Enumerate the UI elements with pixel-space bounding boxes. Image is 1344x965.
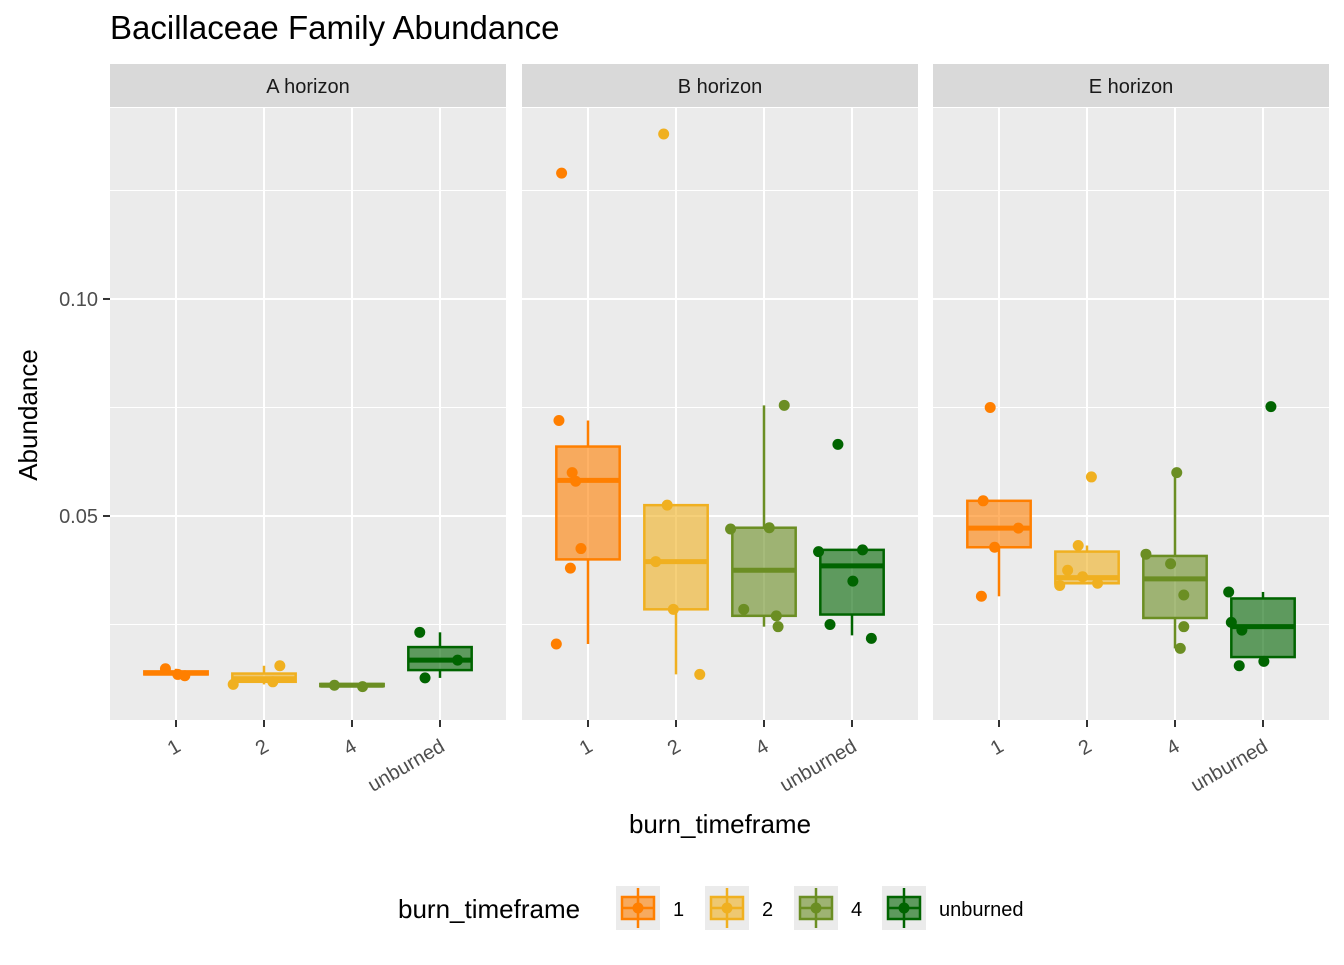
legend: burn_timeframe 1 2 4 unburned bbox=[398, 886, 1024, 930]
box bbox=[555, 445, 621, 561]
data-point bbox=[159, 663, 171, 675]
y-tick-label: 0.05 bbox=[59, 506, 98, 528]
legend-title: burn_timeframe bbox=[398, 894, 580, 924]
boxplot-1 bbox=[555, 420, 621, 645]
data-point bbox=[658, 128, 670, 140]
data-point bbox=[984, 401, 996, 413]
data-point bbox=[1223, 586, 1235, 598]
legend-entry-label: 1 bbox=[673, 899, 684, 921]
data-point bbox=[1165, 558, 1177, 570]
data-point bbox=[550, 638, 562, 650]
data-point bbox=[1236, 624, 1248, 636]
legend-key-4: 4 bbox=[794, 886, 862, 930]
data-point bbox=[553, 415, 565, 427]
data-point bbox=[975, 590, 987, 602]
boxplot-4 bbox=[731, 405, 797, 627]
data-point bbox=[1178, 621, 1190, 633]
data-point bbox=[865, 632, 877, 644]
data-point bbox=[847, 575, 859, 587]
data-point bbox=[1012, 522, 1024, 534]
facet-strip bbox=[110, 64, 506, 107]
facet-strip-label: E horizon bbox=[1089, 76, 1174, 98]
facet-strip bbox=[522, 64, 918, 107]
data-point bbox=[770, 610, 782, 622]
legend-key-1: 1 bbox=[616, 886, 684, 930]
data-point bbox=[1140, 548, 1152, 560]
data-point bbox=[1174, 642, 1186, 654]
data-point bbox=[1265, 401, 1277, 413]
data-point bbox=[452, 654, 464, 666]
data-point bbox=[778, 399, 790, 411]
data-point bbox=[725, 523, 737, 535]
data-point bbox=[556, 167, 568, 179]
data-point bbox=[179, 670, 191, 682]
data-point bbox=[1225, 616, 1237, 628]
data-point bbox=[1178, 589, 1190, 601]
data-point bbox=[667, 603, 679, 615]
legend-key-point bbox=[632, 902, 644, 914]
data-point bbox=[661, 499, 673, 511]
data-point bbox=[267, 676, 279, 688]
boxplot-unburned bbox=[1230, 591, 1296, 659]
y-axis: 0.05 0.10 bbox=[59, 289, 110, 528]
legend-entry-label: unburned bbox=[939, 899, 1024, 921]
data-point bbox=[650, 556, 662, 568]
data-point bbox=[763, 522, 775, 534]
panel-background bbox=[110, 108, 506, 720]
legend-key-point bbox=[721, 902, 733, 914]
facet-strip-label: A horizon bbox=[266, 76, 349, 98]
data-point bbox=[1054, 579, 1066, 591]
data-point bbox=[832, 438, 844, 450]
legend-key-point bbox=[898, 902, 910, 914]
boxplot-2 bbox=[231, 665, 297, 685]
legend-key-2: 2 bbox=[705, 886, 773, 930]
legend-key-point bbox=[810, 902, 822, 914]
data-point bbox=[328, 679, 340, 691]
data-point bbox=[813, 546, 825, 558]
panel-background bbox=[522, 108, 918, 720]
data-point bbox=[977, 495, 989, 507]
data-point bbox=[1171, 467, 1183, 479]
legend-entry-label: 4 bbox=[851, 899, 862, 921]
y-tick-label: 0.10 bbox=[59, 289, 98, 311]
data-point bbox=[1085, 471, 1097, 483]
facet-strip bbox=[933, 64, 1329, 107]
data-point bbox=[1092, 577, 1104, 589]
data-point bbox=[772, 621, 784, 633]
data-point bbox=[274, 660, 286, 672]
legend-key-unburned: unburned bbox=[882, 886, 1024, 930]
data-point bbox=[564, 562, 576, 574]
data-point bbox=[575, 543, 587, 555]
data-point bbox=[1062, 564, 1074, 576]
data-point bbox=[1072, 540, 1084, 552]
data-point bbox=[414, 626, 426, 638]
data-point bbox=[989, 541, 1001, 553]
data-point bbox=[738, 603, 750, 615]
data-point bbox=[857, 544, 869, 556]
data-point bbox=[1233, 660, 1245, 672]
x-axis-label: burn_timeframe bbox=[629, 809, 811, 839]
data-point bbox=[419, 672, 431, 684]
data-point bbox=[824, 619, 836, 631]
facet-strip-label: B horizon bbox=[678, 76, 763, 98]
chart-title: Bacillaceae Family Abundance bbox=[110, 9, 559, 46]
data-point bbox=[1258, 655, 1270, 667]
y-axis-label: Abundance bbox=[13, 349, 43, 481]
data-point bbox=[1077, 571, 1089, 583]
data-point bbox=[227, 678, 239, 690]
legend-entry-label: 2 bbox=[762, 899, 773, 921]
data-point bbox=[566, 467, 578, 479]
data-point bbox=[570, 475, 582, 487]
data-point bbox=[357, 681, 369, 693]
data-point bbox=[694, 668, 706, 680]
